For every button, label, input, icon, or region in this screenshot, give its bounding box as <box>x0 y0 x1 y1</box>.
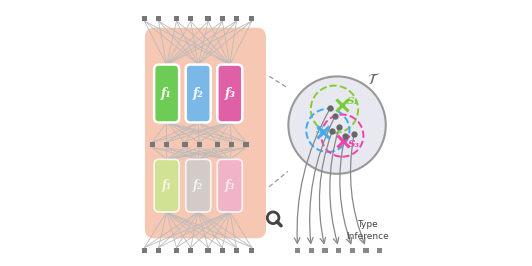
Bar <box>229 142 235 147</box>
Text: f₃: f₃ <box>225 179 235 192</box>
Bar <box>322 247 328 253</box>
Bar <box>220 16 225 21</box>
Bar <box>377 247 383 253</box>
Bar <box>174 247 179 253</box>
FancyBboxPatch shape <box>186 65 211 122</box>
Bar <box>196 142 202 147</box>
Text: S₁: S₁ <box>347 97 359 106</box>
Bar <box>363 247 369 253</box>
Bar <box>350 247 355 253</box>
Bar <box>234 247 239 253</box>
Bar <box>215 142 220 147</box>
Bar <box>142 247 147 253</box>
Text: f₃: f₃ <box>225 87 235 100</box>
Bar <box>174 16 179 21</box>
FancyBboxPatch shape <box>154 65 179 122</box>
Text: f₂: f₂ <box>193 179 203 192</box>
Bar <box>182 142 188 147</box>
Bar <box>309 247 314 253</box>
FancyBboxPatch shape <box>145 28 266 238</box>
Bar <box>156 247 161 253</box>
Bar <box>156 16 161 21</box>
Text: f₁: f₁ <box>161 87 172 100</box>
Text: S₃: S₃ <box>348 140 360 148</box>
Text: Type
Inference: Type Inference <box>346 221 389 241</box>
FancyBboxPatch shape <box>186 159 211 212</box>
Bar <box>249 16 254 21</box>
Bar <box>220 247 225 253</box>
Bar <box>164 142 169 147</box>
Bar <box>205 247 211 253</box>
Bar <box>295 247 300 253</box>
Bar <box>188 247 193 253</box>
Bar <box>249 247 254 253</box>
Bar <box>188 16 193 21</box>
Text: S₂: S₂ <box>316 126 328 135</box>
Bar <box>142 16 147 21</box>
FancyBboxPatch shape <box>154 159 179 212</box>
Text: f₂: f₂ <box>193 87 204 100</box>
Bar <box>205 16 211 21</box>
Bar <box>149 142 155 147</box>
Text: f₁: f₁ <box>162 179 172 192</box>
Text: $\mathcal{T}$: $\mathcal{T}$ <box>367 72 380 86</box>
Bar <box>234 16 239 21</box>
Bar <box>336 247 342 253</box>
Circle shape <box>288 76 386 174</box>
Bar <box>243 142 248 147</box>
FancyBboxPatch shape <box>217 65 242 122</box>
FancyBboxPatch shape <box>217 159 242 212</box>
